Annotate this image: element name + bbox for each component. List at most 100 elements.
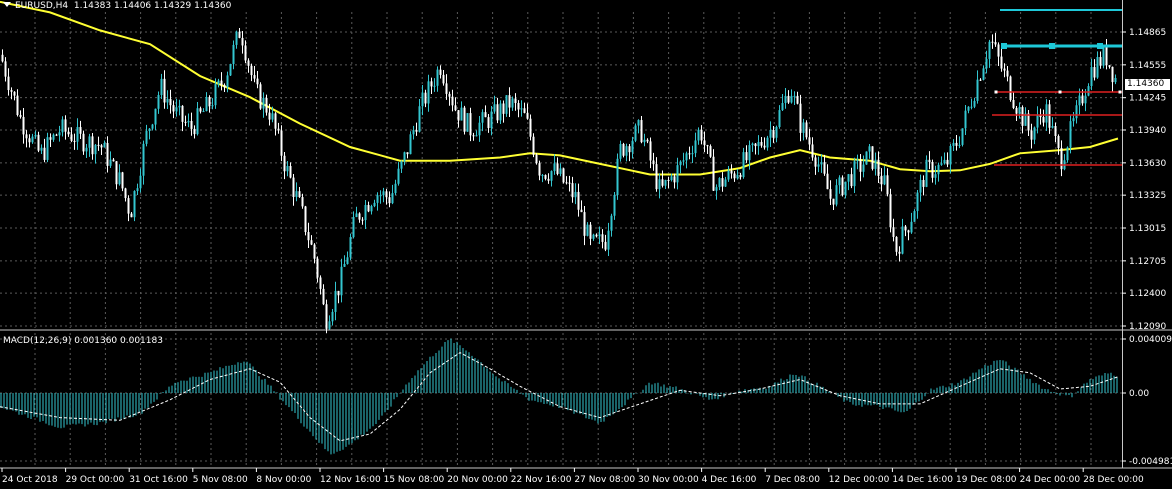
candle-bull (634, 125, 637, 141)
candle-bull (736, 174, 739, 179)
candle-bear (523, 108, 526, 113)
candle-bear (241, 37, 244, 46)
candle-bull (418, 106, 421, 132)
level-anchor-point[interactable] (1097, 43, 1103, 49)
candle-bull (475, 135, 478, 137)
candle-bear (514, 98, 517, 104)
candle-bear (1009, 76, 1012, 100)
candle-bear (259, 84, 262, 109)
candle-bull (1036, 115, 1039, 128)
dropdown-triangle-icon[interactable] (3, 2, 11, 7)
candle-bull (202, 111, 205, 113)
candle-bull (868, 146, 871, 152)
candle-bull (943, 159, 946, 164)
candle-bull (232, 44, 235, 65)
candle-bull (664, 179, 667, 186)
candle-bear (556, 163, 559, 174)
macd-axis-label: -0.004981 (1129, 457, 1172, 467)
candle-bear (583, 212, 586, 236)
candle-bull (874, 159, 877, 169)
time-axis-label: 24 Oct 2018 (2, 475, 58, 485)
candle-bull (853, 161, 856, 187)
time-axis-label: 30 Nov 00:00 (638, 475, 699, 485)
level-anchor-point[interactable] (1001, 43, 1007, 49)
candle-bear (745, 152, 748, 161)
price-axis-label: 1.12705 (1129, 257, 1166, 267)
candle-bull (973, 100, 976, 107)
candle-bull (226, 75, 229, 88)
candle-bear (526, 112, 529, 119)
candle-bear (1000, 56, 1003, 69)
candle-bear (190, 120, 193, 129)
candle-bull (40, 147, 43, 151)
candle-bull (1084, 95, 1087, 104)
level-anchor-point[interactable] (994, 90, 998, 94)
candle-bull (142, 143, 145, 176)
macd-axis-label: 0.004009 (1129, 335, 1172, 345)
candle-bear (43, 147, 46, 160)
candle-bull (790, 95, 793, 103)
candle-bear (451, 96, 454, 106)
candle-bull (925, 159, 928, 187)
candle-bear (946, 159, 949, 165)
candle-bear (712, 156, 715, 191)
candle-bear (361, 219, 364, 221)
time-axis-label: 31 Oct 16:00 (129, 475, 188, 485)
level-anchor-point[interactable] (1058, 90, 1062, 94)
candle-bull (379, 195, 382, 197)
candle-bull (901, 226, 904, 254)
candle-bear (307, 232, 310, 241)
candle-bear (163, 78, 166, 103)
candle-bull (778, 110, 781, 128)
candle-bear (646, 139, 649, 142)
candle-bear (127, 198, 130, 214)
candle-bear (337, 290, 340, 296)
macd-layer (0, 338, 1119, 455)
candle-bear (25, 134, 28, 139)
price-axis-label: 1.12400 (1129, 289, 1166, 299)
level-lines-layer[interactable] (992, 9, 1122, 166)
candle-bear (703, 140, 706, 146)
candle-bear (535, 154, 538, 164)
candle-bear (16, 95, 19, 115)
candle-bear (181, 105, 184, 122)
candle-bear (568, 182, 571, 184)
candle-bear (709, 146, 712, 157)
candle-bull (751, 143, 754, 146)
candle-bull (148, 128, 151, 131)
candle-bear (1111, 66, 1114, 83)
candle-bear (991, 41, 994, 43)
time-axis-label: 19 Dec 08:00 (956, 475, 1017, 485)
candle-bear (454, 105, 457, 111)
candle-bear (730, 170, 733, 174)
candle-bear (1057, 135, 1060, 148)
candle-bear (517, 103, 520, 110)
candle-bull (916, 192, 919, 212)
candle-bear (358, 213, 361, 220)
candle-bear (880, 175, 883, 185)
candle-bull (964, 110, 967, 129)
candle-bull (967, 106, 970, 111)
time-axis-label: 12 Nov 16:00 (320, 475, 381, 485)
candle-bear (871, 146, 874, 169)
candle-bear (589, 224, 592, 239)
candle-bear (814, 157, 817, 167)
candle-bull (493, 104, 496, 112)
level-anchor-point[interactable] (1118, 90, 1122, 94)
candle-bull (748, 145, 751, 161)
candle-bear (1048, 104, 1051, 128)
macd-axis-label: 0.00 (1129, 389, 1149, 399)
candle-bear (577, 191, 580, 210)
candle-bull (229, 64, 232, 76)
candle-bear (850, 174, 853, 187)
candle-bear (424, 92, 427, 104)
candle-bull (103, 143, 106, 148)
candle-bull (370, 206, 373, 212)
candle-bear (496, 104, 499, 121)
candle-bull (1045, 104, 1048, 123)
candle-bear (10, 90, 13, 92)
candle-bull (478, 122, 481, 136)
level-anchor-point[interactable] (1049, 43, 1055, 49)
candle-bull (397, 168, 400, 184)
